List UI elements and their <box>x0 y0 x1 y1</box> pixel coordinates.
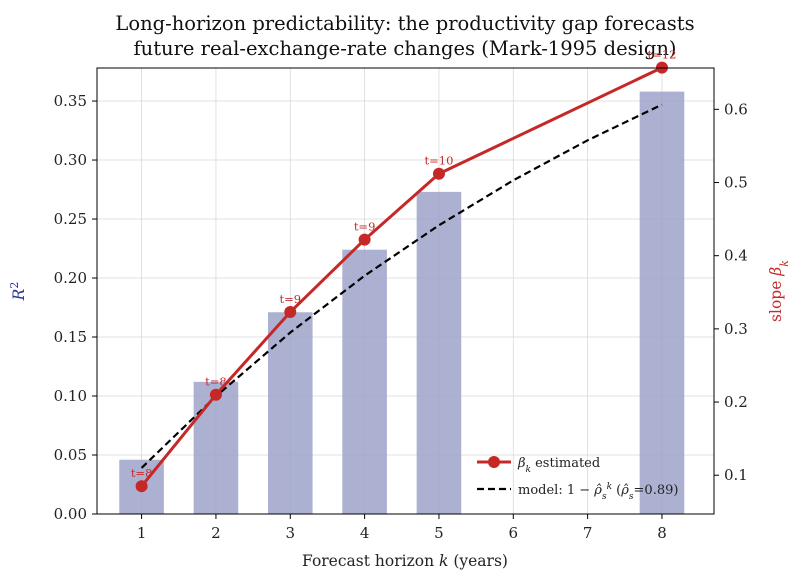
series-lines <box>140 66 663 488</box>
estimated-marker <box>358 233 371 246</box>
estimated-marker <box>432 167 445 180</box>
annotation-label: t=8 <box>205 375 227 389</box>
left-tick-label: 0.30 <box>54 151 87 169</box>
r2-bar <box>267 312 313 514</box>
x-tick-label: 3 <box>286 524 296 542</box>
left-tick-label: 0.05 <box>54 446 87 464</box>
legend-model-label: model: 1 − ρ̂sk (ρ̂s=0.89) <box>518 482 678 502</box>
right-tick-label: 0.1 <box>724 466 748 484</box>
r2-bar <box>193 381 239 514</box>
gridlines <box>97 68 714 515</box>
x-tick-label: 8 <box>657 524 667 542</box>
chart-title-line-1: Long-horizon predictability: the product… <box>115 12 694 35</box>
right-tick-label: 0.2 <box>724 393 748 411</box>
x-tick-label: 5 <box>434 524 444 542</box>
left-tick-label: 0.20 <box>54 269 87 287</box>
x-tick-label: 2 <box>211 524 221 542</box>
legend-estimated-label: βk estimated <box>517 456 600 475</box>
estimated-line <box>140 66 663 488</box>
x-axis-label: Forecast horizon k (years) <box>302 552 508 570</box>
r2-bar <box>342 249 387 514</box>
r2-bar <box>416 191 462 514</box>
r2-bars <box>119 91 685 514</box>
annotation-label: t=9 <box>354 220 376 234</box>
annotation-label: t=8 <box>131 466 153 480</box>
x-axis-ticks: 1 2 3 4 5 6 7 8 <box>137 514 667 542</box>
right-tick-label: 0.3 <box>724 320 748 338</box>
left-tick-label: 0.10 <box>54 387 87 405</box>
right-axis-ticks: 0.1 0.2 0.3 0.4 0.5 0.6 <box>714 100 748 484</box>
right-tick-label: 0.5 <box>724 174 748 192</box>
annotation-label: t=10 <box>425 154 454 168</box>
estimated-marker <box>209 388 222 401</box>
legend-estimated-swatch-marker <box>488 456 500 468</box>
t-annotations: t=8 t=8 t=9 t=9 t=10 t=12 <box>131 48 677 481</box>
x-tick-label: 6 <box>509 524 519 542</box>
left-tick-label: 0.35 <box>54 92 87 110</box>
estimated-marker <box>135 480 148 493</box>
x-tick-label: 1 <box>137 524 147 542</box>
estimated-marker <box>284 306 297 319</box>
annotation-label: t=12 <box>648 48 677 62</box>
left-axis-ticks: 0.00 0.05 0.10 0.15 0.20 0.25 0.30 0.35 <box>54 92 97 523</box>
chart-title-line-2: future real-exchange-rate changes (Mark-… <box>133 37 676 60</box>
x-tick-label: 4 <box>360 524 370 542</box>
right-tick-label: 0.6 <box>724 100 748 118</box>
x-tick-label: 7 <box>583 524 593 542</box>
annotation-label: t=9 <box>279 292 301 306</box>
plot-frame <box>96 67 715 515</box>
model-line <box>140 103 663 469</box>
left-axis-label: R2 <box>8 282 29 302</box>
left-tick-label: 0.15 <box>54 328 87 346</box>
legend: βk estimated model: 1 − ρ̂sk (ρ̂s=0.89) <box>477 456 678 502</box>
left-tick-label: 0.00 <box>54 505 87 523</box>
left-tick-label: 0.25 <box>54 210 87 228</box>
r2-bar <box>639 91 685 514</box>
right-tick-label: 0.4 <box>724 247 748 265</box>
right-axis-label: slope βk <box>767 260 791 322</box>
